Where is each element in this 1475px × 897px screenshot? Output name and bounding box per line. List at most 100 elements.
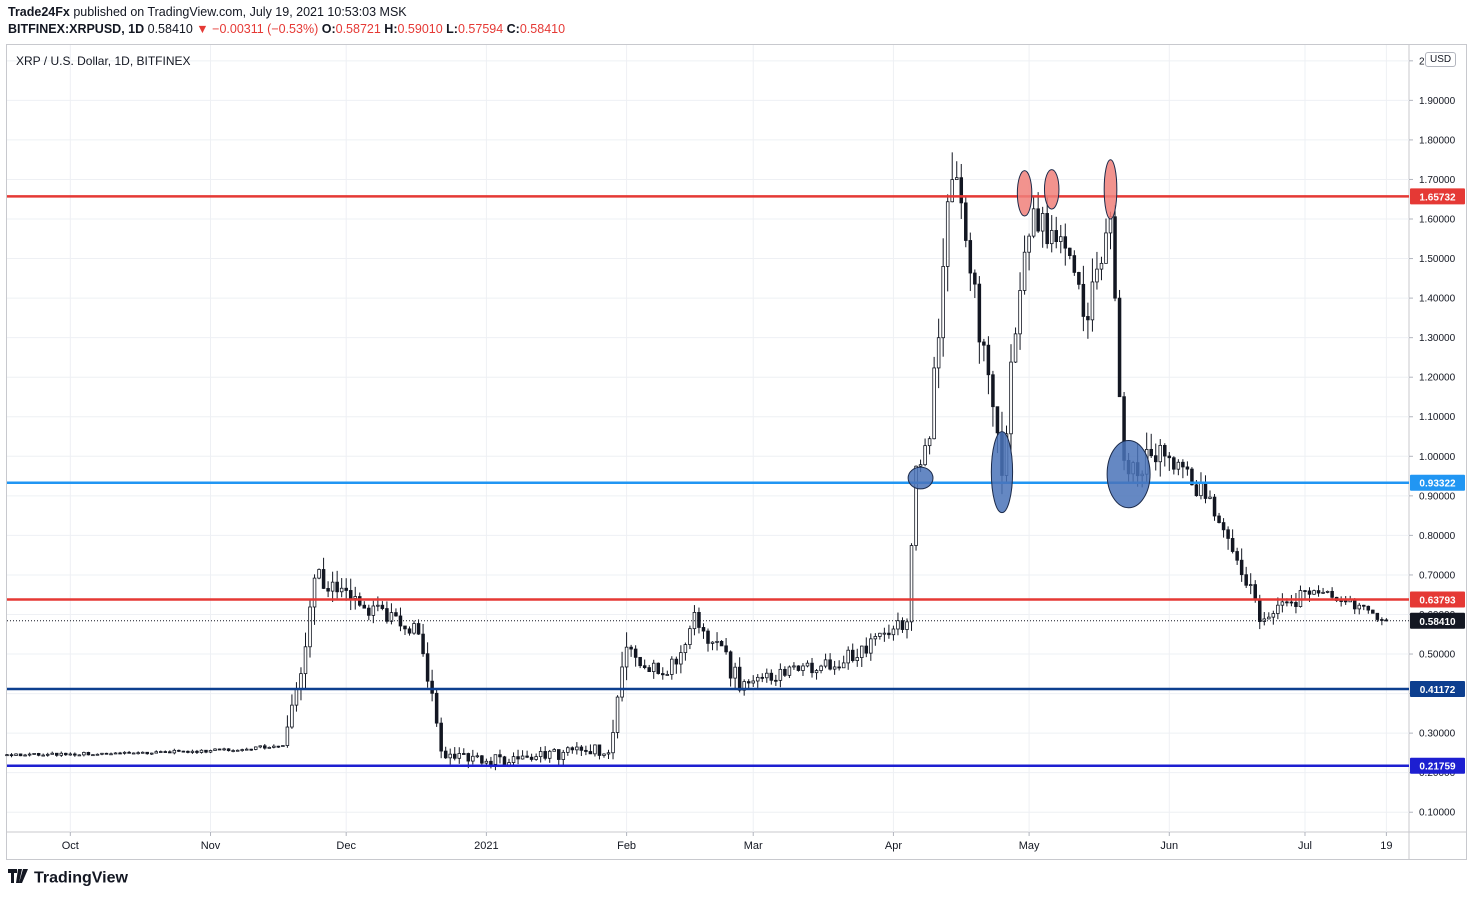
candle-body bbox=[941, 266, 945, 339]
candle-body bbox=[909, 545, 914, 623]
candle-body bbox=[380, 604, 385, 609]
candle-body bbox=[1163, 444, 1167, 457]
candle-body bbox=[710, 641, 715, 644]
candle-body bbox=[1235, 551, 1239, 561]
candle-body bbox=[443, 750, 448, 759]
candle-body bbox=[796, 665, 801, 671]
candle-body bbox=[656, 662, 661, 674]
y-tick-label: 1.20000 bbox=[1419, 373, 1456, 384]
candle-body bbox=[566, 747, 570, 753]
candle-body bbox=[642, 665, 647, 669]
candle-body bbox=[240, 749, 244, 751]
x-tick-label: 19 bbox=[1380, 840, 1392, 852]
candle-body bbox=[968, 240, 973, 274]
candle-body bbox=[23, 754, 27, 757]
candle-body bbox=[1049, 230, 1054, 245]
candle-body bbox=[1343, 600, 1348, 603]
candle-body bbox=[14, 753, 18, 756]
candle-body bbox=[425, 653, 430, 682]
x-tick-label: Feb bbox=[617, 840, 636, 852]
y-tick-label: 1.10000 bbox=[1419, 412, 1456, 423]
candle-body bbox=[1031, 208, 1036, 237]
candle-body bbox=[335, 581, 339, 593]
candle-body bbox=[1117, 297, 1122, 398]
level-price-badge bbox=[1410, 591, 1465, 608]
low-value: 0.57594 bbox=[457, 22, 504, 36]
candle-body bbox=[1040, 213, 1045, 232]
candle-body bbox=[263, 745, 267, 749]
candle-body bbox=[1149, 448, 1153, 457]
candle-body bbox=[217, 748, 222, 751]
candle-body bbox=[805, 662, 810, 667]
candle-body bbox=[670, 658, 674, 675]
candle-body bbox=[728, 651, 733, 679]
candle-body bbox=[1357, 604, 1362, 610]
level-price-badge bbox=[1410, 474, 1465, 491]
candle-body bbox=[258, 745, 263, 748]
x-tick-label: Apr bbox=[885, 840, 902, 852]
y-tick-label: 1.30000 bbox=[1419, 333, 1456, 344]
candle-body bbox=[1054, 230, 1058, 242]
candle-body bbox=[873, 636, 878, 640]
candle-body bbox=[746, 681, 751, 684]
candle-body bbox=[82, 752, 86, 756]
candle-body bbox=[330, 581, 335, 592]
candle-body bbox=[294, 688, 299, 706]
candle-body bbox=[484, 760, 489, 764]
x-tick-label: Jul bbox=[1298, 840, 1312, 852]
candle-body bbox=[1321, 591, 1325, 594]
candle-body bbox=[362, 604, 367, 609]
candle-body bbox=[850, 649, 855, 661]
candle-body bbox=[538, 751, 543, 758]
candle-body bbox=[914, 465, 918, 546]
level-price-badge bbox=[1410, 757, 1465, 774]
candle-body bbox=[204, 749, 208, 753]
candle-body bbox=[54, 752, 59, 756]
candle-body bbox=[1262, 618, 1267, 622]
candle-body bbox=[276, 745, 281, 748]
last-price-badge bbox=[1410, 612, 1465, 629]
candle-body bbox=[104, 752, 109, 755]
last-price-label: 0.58410 bbox=[1419, 617, 1456, 628]
candle-body bbox=[697, 611, 701, 628]
candle-body bbox=[439, 722, 443, 752]
candle-body bbox=[348, 590, 353, 599]
candle-body bbox=[841, 662, 846, 669]
candle-body bbox=[9, 754, 14, 757]
x-tick-label: Nov bbox=[201, 840, 221, 852]
candle-body bbox=[1303, 590, 1307, 592]
candle-body bbox=[136, 752, 140, 755]
tradingview-footer[interactable]: TradingView bbox=[8, 869, 128, 888]
candle-body bbox=[475, 755, 480, 758]
candle-body bbox=[878, 632, 882, 637]
candle-body bbox=[1248, 584, 1253, 586]
candle-body bbox=[181, 750, 186, 753]
candle-body bbox=[462, 753, 466, 755]
candle-body bbox=[615, 696, 620, 733]
candle-body bbox=[1099, 262, 1104, 270]
candle-body bbox=[1230, 538, 1235, 552]
candle-body bbox=[774, 679, 778, 682]
candle-body bbox=[326, 588, 330, 592]
candle-body bbox=[1158, 444, 1163, 463]
candle-body bbox=[1371, 609, 1375, 614]
candle-body bbox=[706, 630, 710, 644]
candle-body bbox=[724, 645, 728, 653]
candle-body bbox=[765, 672, 769, 679]
candle-body bbox=[421, 633, 425, 655]
candle-body bbox=[231, 750, 235, 752]
candle-body bbox=[1095, 268, 1099, 283]
candle-body bbox=[312, 577, 317, 608]
candle-body bbox=[1253, 584, 1257, 601]
candle-body bbox=[1113, 216, 1117, 299]
candle-body bbox=[140, 751, 145, 754]
candle-body bbox=[751, 680, 755, 684]
candle-body bbox=[810, 662, 814, 674]
candle-body bbox=[1285, 601, 1289, 604]
candle-body bbox=[783, 668, 787, 676]
candle-body bbox=[995, 406, 1000, 434]
currency-badge[interactable]: USD bbox=[1425, 52, 1457, 67]
candle-body bbox=[95, 753, 100, 756]
publisher-name[interactable]: Trade24Fx bbox=[8, 5, 70, 19]
